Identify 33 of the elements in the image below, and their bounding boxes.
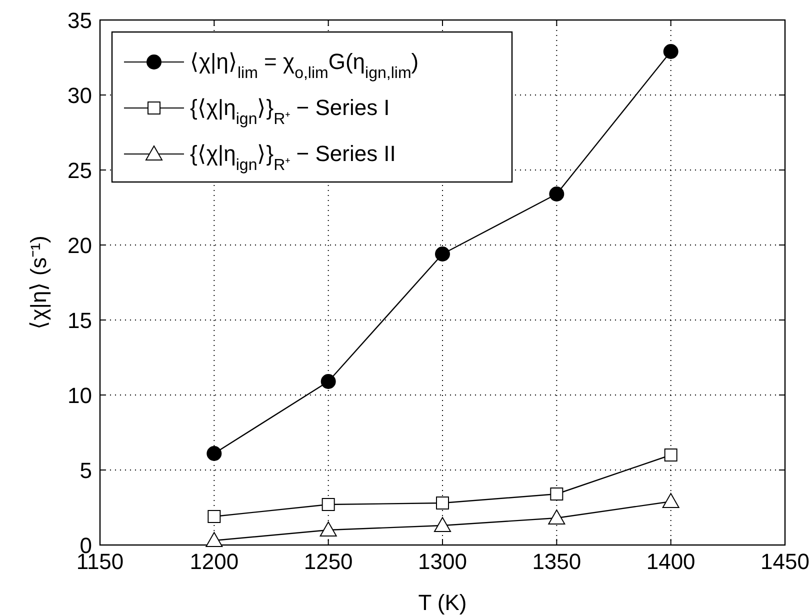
x-tick-label: 1450 <box>760 549 810 574</box>
x-tick-label: 1200 <box>190 549 239 574</box>
point <box>320 522 337 536</box>
legend-label: {⟨χ|η$_{ign}$⟩}$_{R⁺}$ − Series I <box>190 95 390 128</box>
point <box>664 448 678 462</box>
point <box>434 517 451 532</box>
y-tick-label: 30 <box>68 83 92 108</box>
y-tick-label: 5 <box>80 458 92 483</box>
point <box>322 498 335 511</box>
point <box>550 488 564 500</box>
point <box>435 246 450 262</box>
x-tick-label: 1400 <box>646 549 696 574</box>
legend-label: {⟨χ|η$_{ign}$⟩}$_{R⁺}$ − Series II <box>190 141 396 174</box>
point <box>208 510 221 523</box>
point <box>549 186 564 202</box>
point <box>206 532 223 547</box>
point <box>662 493 680 508</box>
point <box>663 44 678 59</box>
y-tick-label: 25 <box>68 158 92 183</box>
point <box>548 510 566 524</box>
x-tick-label: 1250 <box>304 549 353 574</box>
y-tick-label: 35 <box>68 8 92 33</box>
point <box>206 446 222 461</box>
point <box>320 374 336 389</box>
y-tick-label: 10 <box>68 383 92 408</box>
x-axis-title: T (K) <box>418 590 467 615</box>
y-axis-title: ⟨χ|η⟩ (s⁻¹) <box>26 236 51 330</box>
legend-label: ⟨χ|η⟩$_{lim}$ = χ$_{o,lim}$G(η$_{ign,lim}$) <box>190 49 419 82</box>
y-tick-label: 20 <box>68 233 92 258</box>
y-tick-label: 15 <box>68 308 92 333</box>
x-tick-label: 1350 <box>532 549 582 574</box>
x-tick-label: 1300 <box>418 549 467 574</box>
point <box>436 496 449 510</box>
